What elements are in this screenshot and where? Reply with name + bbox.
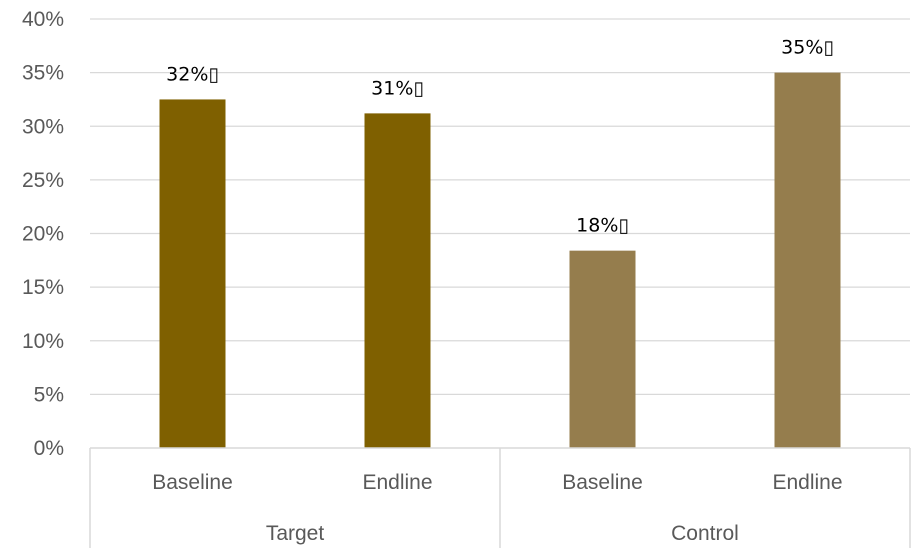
y-tick-label: 5% <box>34 383 64 406</box>
y-tick-label: 0% <box>34 437 64 460</box>
y-tick-label: 35% <box>22 62 64 85</box>
x-axis: Baseline Endline Target Baseline Endline Cont… <box>89 447 911 548</box>
data-label: 31%▯ <box>371 77 424 99</box>
x-group-label: Control <box>671 522 739 545</box>
x-group-label: Target <box>266 522 325 545</box>
y-tick-label: 40% <box>22 8 64 31</box>
x-category-label: Endline <box>362 471 432 494</box>
x-category-label: Endline <box>772 471 842 494</box>
y-tick-label: 20% <box>22 223 64 246</box>
bar <box>159 99 226 448</box>
bar <box>569 250 636 448</box>
y-tick-label: 15% <box>22 276 64 299</box>
data-labels: 32%▯ 31%▯ 18%▯ 35%▯ <box>166 37 834 237</box>
gridlines <box>90 18 910 396</box>
y-tick-label: 30% <box>22 115 64 138</box>
y-tick-label: 10% <box>22 330 64 353</box>
data-label: 18%▯ <box>576 215 629 237</box>
y-tick-label: 25% <box>22 169 64 192</box>
bar <box>364 113 431 448</box>
bar <box>774 72 841 448</box>
bars <box>159 72 841 448</box>
x-category-label: Baseline <box>152 471 233 494</box>
y-axis: 0% 5% 10% 15% 20% 25% 30% 35% 40% <box>22 8 64 460</box>
data-label: 35%▯ <box>781 37 834 59</box>
data-label: 32%▯ <box>166 63 219 85</box>
x-category-label: Baseline <box>562 471 643 494</box>
